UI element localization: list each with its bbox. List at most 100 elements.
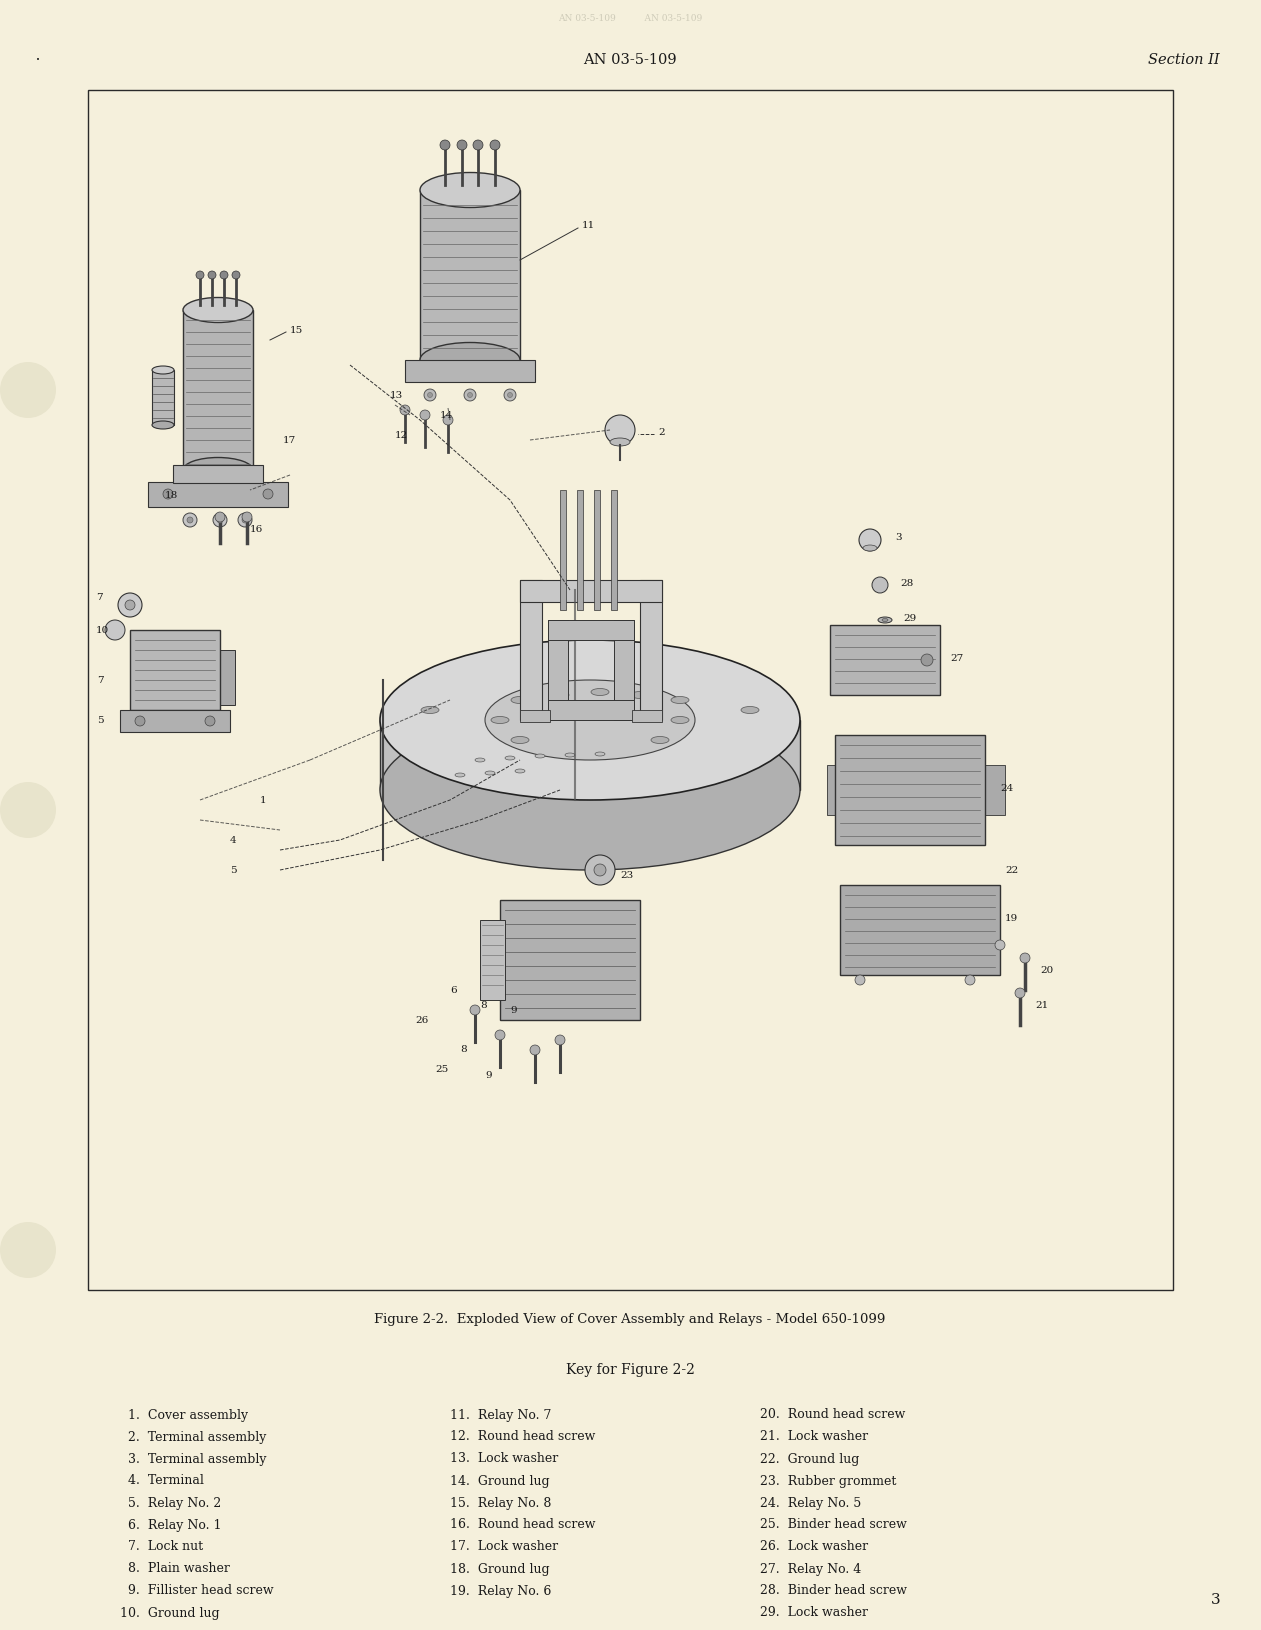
Text: 6: 6 [450, 986, 456, 994]
Bar [173, 465, 264, 482]
Circle shape [530, 1045, 540, 1055]
Text: 5.  Relay No. 2: 5. Relay No. 2 [120, 1496, 221, 1509]
Text: 1.  Cover assembly: 1. Cover assembly [120, 1408, 248, 1421]
Ellipse shape [504, 756, 514, 760]
Ellipse shape [475, 758, 485, 761]
Circle shape [206, 716, 214, 725]
Circle shape [427, 393, 433, 398]
Text: 17.  Lock washer: 17. Lock washer [450, 1540, 559, 1553]
Circle shape [187, 517, 193, 523]
Ellipse shape [183, 298, 253, 323]
Bar [183, 310, 253, 469]
Text: AN 03-5-109: AN 03-5-109 [583, 54, 677, 67]
Bar [578, 491, 583, 610]
Circle shape [424, 390, 436, 401]
Text: 7: 7 [96, 593, 102, 603]
Circle shape [119, 593, 142, 618]
Circle shape [473, 140, 483, 150]
Bar [578, 781, 601, 830]
Text: 24: 24 [1000, 784, 1014, 792]
Ellipse shape [485, 771, 496, 774]
Ellipse shape [551, 691, 569, 699]
Text: 20: 20 [1040, 965, 1053, 975]
Text: 1: 1 [260, 795, 266, 805]
Text: 13: 13 [390, 391, 404, 399]
Circle shape [195, 271, 204, 279]
Circle shape [504, 390, 516, 401]
Text: 28.  Binder head screw: 28. Binder head screw [760, 1584, 907, 1597]
Circle shape [507, 393, 512, 398]
Ellipse shape [671, 696, 689, 704]
Text: 15: 15 [290, 326, 303, 334]
Text: 27: 27 [950, 654, 963, 662]
Text: 4: 4 [230, 836, 237, 844]
Circle shape [135, 716, 145, 725]
Text: 14: 14 [440, 411, 453, 419]
Bar [549, 619, 634, 641]
Text: 7: 7 [97, 675, 103, 685]
Bar [641, 580, 662, 720]
Circle shape [183, 513, 197, 526]
Text: 9: 9 [485, 1071, 492, 1079]
Circle shape [213, 513, 227, 526]
Text: •: • [37, 57, 40, 64]
Bar [614, 619, 634, 720]
Text: AN 03-5-109          AN 03-5-109: AN 03-5-109 AN 03-5-109 [557, 13, 702, 23]
Circle shape [555, 1035, 565, 1045]
Bar [130, 631, 219, 711]
Text: 19: 19 [1005, 913, 1018, 923]
Bar [718, 781, 741, 830]
Text: 23.  Rubber grommet: 23. Rubber grommet [760, 1475, 897, 1488]
Ellipse shape [651, 737, 670, 743]
Bar [480, 919, 504, 999]
Circle shape [105, 619, 125, 641]
Bar [549, 619, 567, 720]
Text: 2: 2 [658, 427, 665, 437]
Text: 12.  Round head screw: 12. Round head screw [450, 1431, 595, 1444]
Ellipse shape [183, 458, 253, 482]
Ellipse shape [455, 773, 465, 778]
Ellipse shape [514, 769, 525, 773]
Ellipse shape [485, 680, 695, 760]
Bar [520, 580, 662, 601]
Circle shape [1015, 988, 1025, 998]
Circle shape [440, 140, 450, 150]
Text: 9: 9 [509, 1006, 517, 1014]
Circle shape [585, 856, 615, 885]
Bar [501, 900, 641, 1020]
Ellipse shape [565, 753, 575, 756]
Text: 13.  Lock washer: 13. Lock washer [450, 1452, 559, 1465]
Text: 24.  Relay No. 5: 24. Relay No. 5 [760, 1496, 861, 1509]
Circle shape [242, 517, 248, 523]
Bar [840, 885, 1000, 975]
Text: 7.  Lock nut: 7. Lock nut [120, 1540, 203, 1553]
Ellipse shape [535, 755, 545, 758]
Circle shape [0, 1222, 55, 1278]
Text: 5: 5 [97, 716, 103, 724]
Text: 9.  Fillister head screw: 9. Fillister head screw [120, 1584, 274, 1597]
Circle shape [0, 362, 55, 417]
Text: 10.  Ground lug: 10. Ground lug [120, 1607, 219, 1620]
Bar [560, 491, 566, 610]
Circle shape [470, 1006, 480, 1015]
Text: 25: 25 [435, 1066, 448, 1074]
Bar [830, 624, 939, 694]
Text: 29: 29 [903, 613, 917, 623]
Circle shape [125, 600, 135, 610]
Circle shape [242, 512, 252, 522]
Text: 16: 16 [250, 525, 264, 535]
Circle shape [238, 513, 252, 526]
Text: Key for Figure 2-2: Key for Figure 2-2 [566, 1363, 695, 1377]
Text: 12: 12 [395, 430, 409, 440]
Ellipse shape [420, 173, 520, 207]
Text: 25.  Binder head screw: 25. Binder head screw [760, 1519, 907, 1532]
Text: 23: 23 [620, 870, 633, 880]
Circle shape [443, 416, 453, 425]
Ellipse shape [863, 544, 876, 551]
Ellipse shape [153, 421, 174, 429]
Circle shape [400, 404, 410, 416]
Bar [835, 735, 985, 844]
Circle shape [855, 975, 865, 985]
Ellipse shape [630, 691, 649, 699]
Bar [985, 764, 1005, 815]
